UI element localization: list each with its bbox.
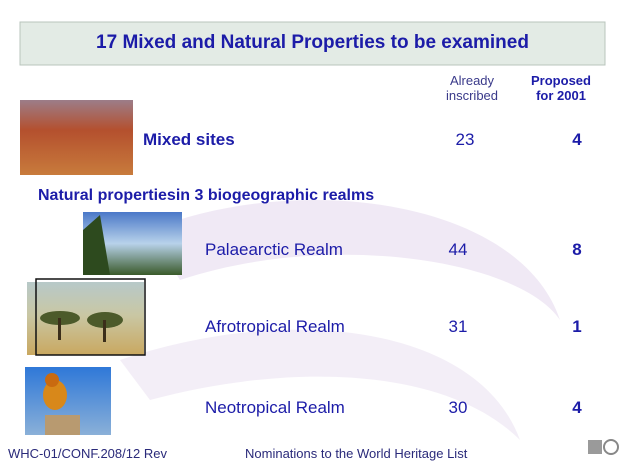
section-heading: Natural propertiesin 3 biogeographic rea… (38, 187, 374, 205)
title: 17 Mixed and Natural Properties to be ex… (20, 32, 605, 54)
background (0, 0, 623, 463)
proposed-value: 1 (547, 317, 607, 337)
row-label: Palaearctic Realm (205, 240, 343, 260)
column-header: Already inscribed (440, 73, 504, 103)
already-value: 44 (428, 240, 488, 260)
row-label: Mixed sites (143, 130, 235, 150)
footer-code: WHC-01/CONF.208/12 Rev (8, 446, 167, 461)
row-label: Neotropical Realm (205, 398, 345, 418)
slide: 17 Mixed and Natural Properties to be ex… (0, 0, 623, 463)
footer-text: Nominations to the World Heritage List (245, 446, 467, 461)
column-header: Proposed for 2001 (525, 73, 597, 103)
row-label: Afrotropical Realm (205, 317, 345, 337)
proposed-value: 8 (547, 240, 607, 260)
already-value: 31 (428, 317, 488, 337)
proposed-value: 4 (547, 130, 607, 150)
already-value: 23 (435, 130, 495, 150)
already-value: 30 (428, 398, 488, 418)
proposed-value: 4 (547, 398, 607, 418)
